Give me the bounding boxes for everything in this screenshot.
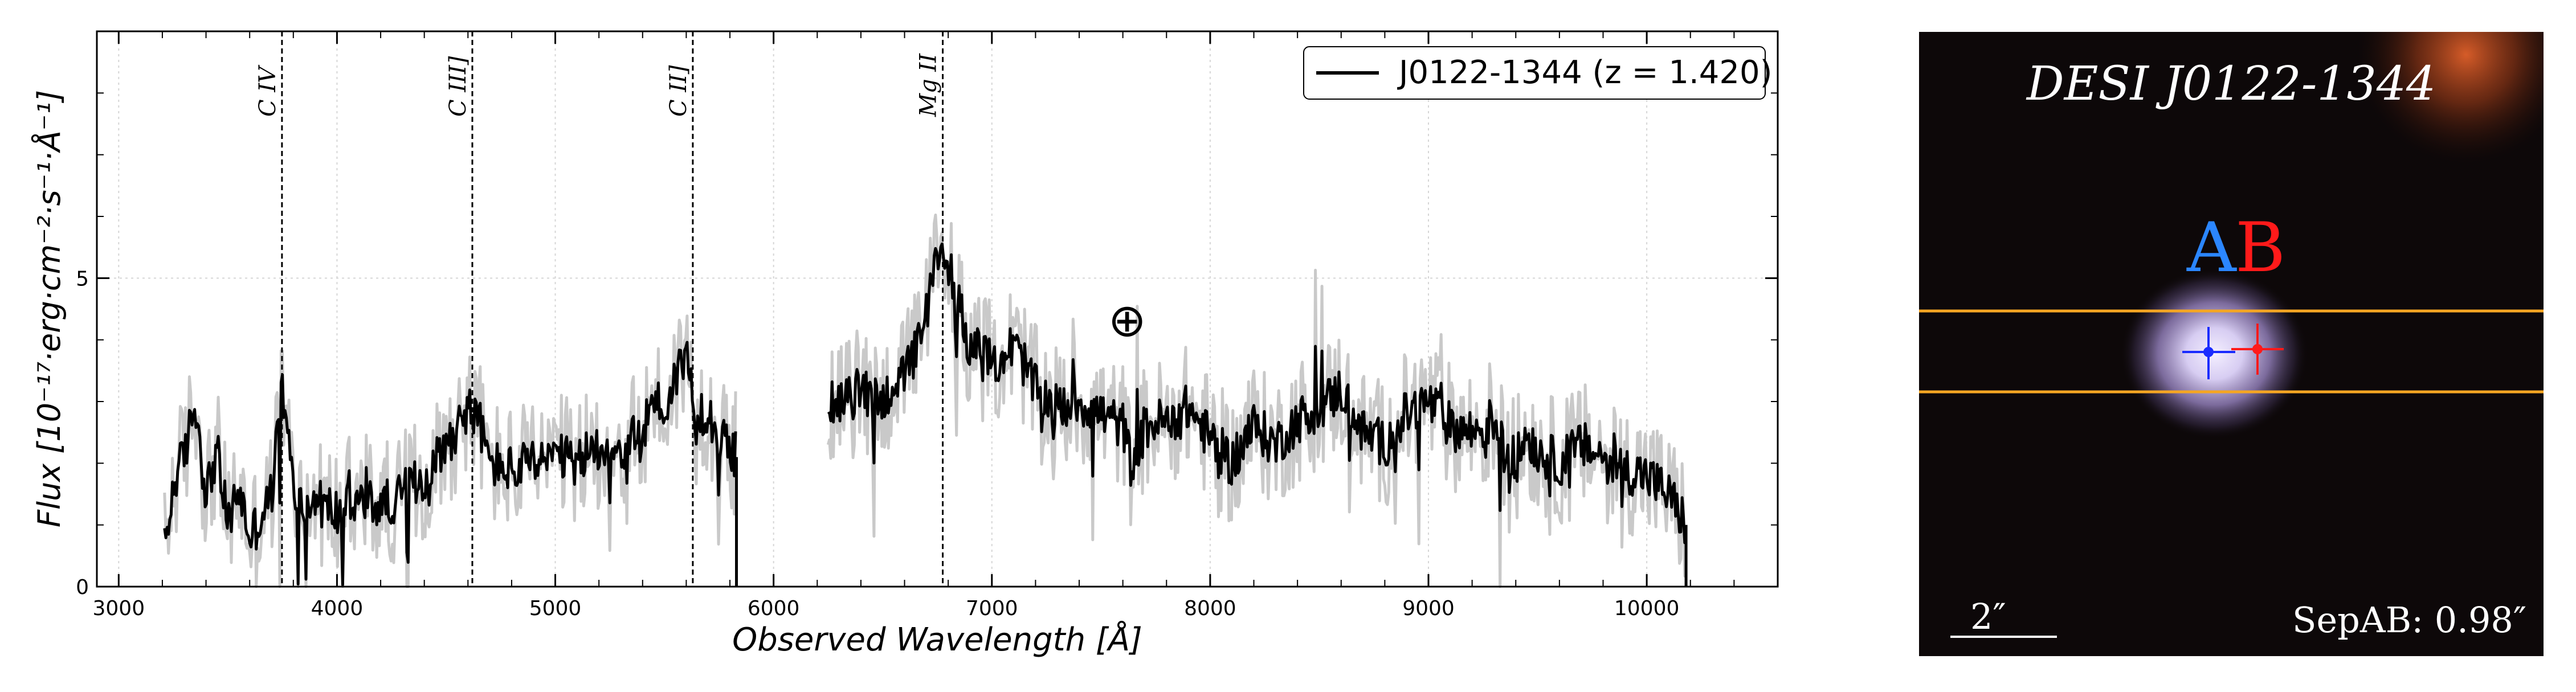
flux-series-line: [827, 242, 1688, 544]
x-tick-label: 6000: [748, 597, 800, 620]
component-a-marker: [2182, 327, 2235, 379]
y-tick-label: 5: [76, 267, 89, 290]
telluric-symbol: ⊕: [1108, 294, 1146, 347]
emission-line-label: C II]: [666, 65, 692, 117]
scale-bar-label: 2″: [1970, 596, 2006, 637]
quasar-source: [2120, 268, 2308, 439]
plot-border: [96, 30, 1779, 588]
x-tick-label: 4000: [311, 597, 364, 620]
error-band-segment: [163, 314, 737, 588]
x-tick-label: 10000: [1614, 597, 1680, 620]
emission-line-label: Mg II: [916, 53, 942, 117]
emission-line-layer: C IV C III] C II] Mg II: [255, 31, 944, 587]
emission-line-label: C IV: [255, 64, 281, 117]
x-tick-label: 7000: [966, 597, 1018, 620]
image-cutout-panel: DESI J0122-1344 A B 2″ SepAB: 0.98″: [1919, 32, 2544, 656]
spectrum-chart: C IV C III] C II] Mg II 3000 4000 5000 6000 700…: [31, 30, 1779, 658]
legend-entry: J0122-1344 (z = 1.420): [1397, 54, 1772, 91]
series-layer: [163, 242, 1688, 587]
component-b-marker: [2231, 324, 2284, 375]
x-tick-label: 9000: [1402, 597, 1455, 620]
x-tick-label: 3000: [92, 597, 145, 620]
cutout-title: DESI J0122-1344: [2026, 57, 2436, 111]
tick-layer: 3000 4000 5000 6000 7000 8000 9000 10000 0 5: [76, 31, 1778, 620]
x-axis-label: Observed Wavelength [Å]: [732, 621, 1142, 658]
cutout-image: [1919, 32, 2544, 656]
legend-box: [1303, 46, 1766, 100]
plot-frame: [97, 31, 1778, 587]
separation-label: SepAB: 0.98″: [2292, 599, 2526, 641]
neighbour-glow: [2358, 32, 2544, 163]
component-b-label: B: [2235, 208, 2286, 288]
component-a-label: A: [2187, 208, 2236, 288]
y-tick-label: 0: [76, 576, 89, 599]
x-tick-label: 8000: [1184, 597, 1236, 620]
y-axis-label: Flux [10⁻¹⁷·erg·cm⁻²·s⁻¹·Å⁻¹]: [31, 90, 67, 527]
emission-line-label: C III]: [445, 56, 471, 117]
x-tick-label: 5000: [529, 597, 582, 620]
flux-series-line: [163, 341, 737, 587]
legend: J0122-1344 (z = 1.420): [1303, 46, 1772, 100]
